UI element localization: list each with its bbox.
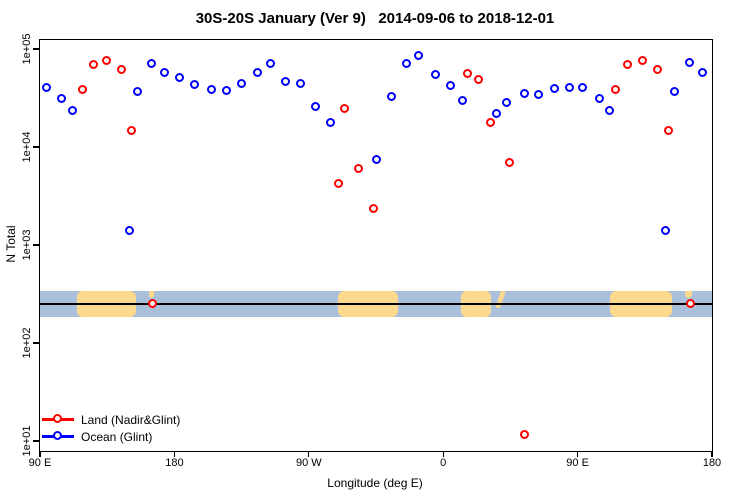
y-tick-label: 1e+01 bbox=[21, 425, 33, 457]
data-point-ocean bbox=[402, 59, 412, 69]
legend-item-land: Land (Nadir&Glint) bbox=[42, 411, 180, 428]
data-point-ocean bbox=[57, 93, 67, 103]
data-point-ocean bbox=[42, 82, 52, 92]
data-point-land bbox=[354, 164, 364, 174]
data-point-ocean bbox=[457, 95, 467, 105]
data-point-land bbox=[485, 118, 495, 128]
data-point-land bbox=[102, 55, 112, 65]
data-point-land bbox=[623, 59, 633, 69]
data-point-ocean bbox=[660, 226, 670, 236]
data-point-land bbox=[339, 103, 349, 113]
data-point-ocean bbox=[445, 80, 455, 90]
x-tick-label: 0 bbox=[440, 457, 447, 469]
y-tick-label: 1e+05 bbox=[21, 33, 33, 65]
data-point-land bbox=[663, 126, 673, 136]
legend-circle-land bbox=[53, 414, 62, 423]
map-strip-land-patch-new-caledonia-wrap bbox=[685, 290, 692, 298]
data-point-ocean bbox=[124, 226, 134, 236]
y-tick bbox=[33, 440, 39, 442]
x-tick bbox=[577, 451, 579, 457]
data-point-ocean bbox=[387, 92, 397, 102]
data-point-ocean bbox=[605, 106, 615, 116]
data-point-land bbox=[473, 74, 483, 84]
x-axis-label: Longitude (deg E) bbox=[327, 476, 423, 490]
data-point-ocean bbox=[206, 85, 216, 95]
x-tick-label: 180 bbox=[165, 457, 184, 469]
data-point-land bbox=[611, 85, 621, 95]
data-point-land bbox=[88, 59, 98, 69]
y-tick-label: 1e+02 bbox=[21, 327, 33, 359]
data-point-land bbox=[78, 85, 88, 95]
data-point-land bbox=[117, 64, 127, 74]
data-point-ocean bbox=[502, 98, 512, 108]
data-point-ocean bbox=[266, 59, 276, 69]
y-tick bbox=[33, 48, 39, 50]
map-strip-line bbox=[40, 303, 712, 305]
x-tick bbox=[39, 451, 41, 457]
x-tick bbox=[711, 451, 713, 457]
y-tick bbox=[33, 244, 39, 246]
data-point-ocean bbox=[326, 118, 336, 128]
map-strip-land-patch-new-caledonia bbox=[149, 290, 155, 298]
y-tick bbox=[33, 146, 39, 148]
y-tick bbox=[33, 342, 39, 344]
legend-item-ocean: Ocean (Glint) bbox=[42, 428, 180, 445]
x-tick-label: 90 E bbox=[566, 457, 589, 469]
data-point-ocean bbox=[491, 108, 501, 118]
legend: Land (Nadir&Glint) Ocean (Glint) bbox=[42, 411, 180, 445]
data-point-ocean bbox=[146, 59, 156, 69]
data-point-ocean bbox=[296, 78, 306, 88]
data-point-land bbox=[685, 298, 695, 308]
data-point-ocean bbox=[160, 67, 170, 77]
data-point-ocean bbox=[281, 76, 291, 86]
legend-label-land: Land (Nadir&Glint) bbox=[81, 412, 181, 427]
data-point-ocean bbox=[697, 67, 707, 77]
plot-area: 90 E 180 90 W 0 90 E 180 1e+05 1e+04 1e+03 1e+02 1… bbox=[21, 34, 721, 469]
legend-marker-ocean bbox=[42, 431, 74, 442]
y-tick-label: 1e+04 bbox=[21, 131, 33, 163]
data-point-land bbox=[148, 298, 158, 308]
data-point-ocean bbox=[550, 83, 560, 93]
x-tick-label: 90 W bbox=[295, 457, 322, 469]
data-point-ocean bbox=[190, 79, 200, 89]
data-point-ocean bbox=[372, 155, 382, 165]
y-axis-label: N Total bbox=[4, 225, 18, 263]
data-point-land bbox=[638, 55, 648, 65]
data-point-ocean bbox=[684, 57, 694, 67]
data-point-land bbox=[463, 68, 473, 78]
data-point-ocean bbox=[221, 86, 231, 96]
map-strip-land-patch-madagascar bbox=[494, 290, 506, 308]
data-point-ocean bbox=[67, 106, 77, 116]
data-point-ocean bbox=[311, 102, 321, 112]
data-point-land bbox=[333, 178, 343, 188]
data-point-ocean bbox=[175, 72, 185, 82]
x-tick bbox=[442, 451, 444, 457]
data-point-ocean bbox=[133, 87, 143, 97]
data-point-land bbox=[127, 126, 137, 136]
x-tick bbox=[173, 451, 175, 457]
data-point-ocean bbox=[533, 89, 543, 99]
data-point-land bbox=[653, 64, 663, 74]
x-tick-label: 90 E bbox=[28, 457, 52, 469]
data-point-ocean bbox=[236, 78, 246, 88]
data-point-ocean bbox=[578, 82, 588, 92]
chart-title: 30S-20S January (Ver 9) 2014-09-06 to 20… bbox=[195, 10, 555, 27]
legend-label-ocean: Ocean (Glint) bbox=[81, 429, 153, 444]
data-point-ocean bbox=[520, 88, 530, 98]
legend-circle-ocean bbox=[53, 431, 62, 440]
legend-marker-land bbox=[42, 414, 74, 425]
data-point-land bbox=[520, 429, 530, 439]
data-point-land bbox=[505, 158, 515, 168]
data-point-ocean bbox=[414, 50, 424, 60]
x-tick-label: 180 bbox=[702, 457, 722, 469]
data-point-land bbox=[369, 204, 379, 214]
data-point-ocean bbox=[430, 70, 440, 80]
y-tick-label: 1e+03 bbox=[21, 229, 33, 261]
x-tick bbox=[308, 451, 310, 457]
data-point-ocean bbox=[252, 67, 262, 77]
data-point-ocean bbox=[594, 93, 604, 103]
data-point-ocean bbox=[565, 82, 575, 92]
data-point-ocean bbox=[669, 87, 679, 97]
